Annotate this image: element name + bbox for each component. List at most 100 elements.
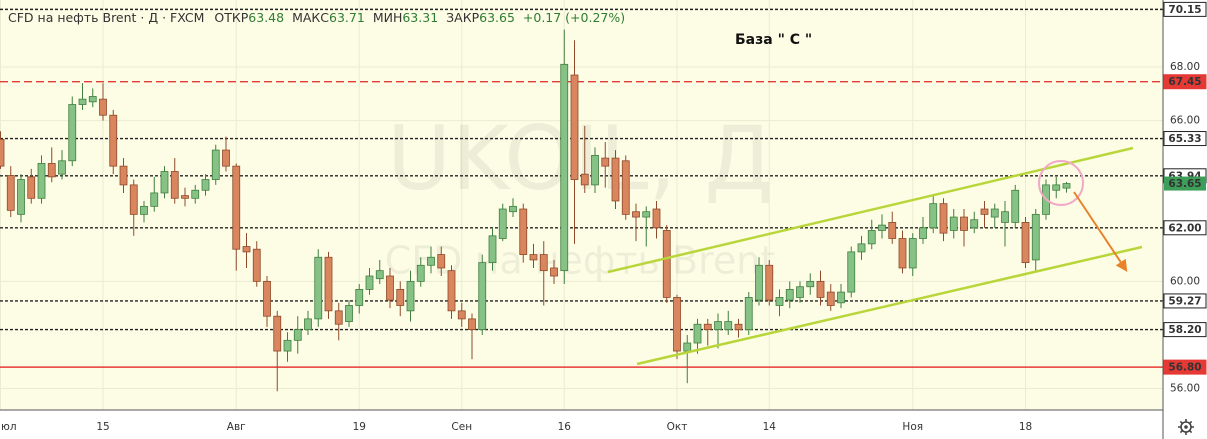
x-tick-label: Ноя bbox=[902, 421, 923, 433]
candle-body bbox=[796, 286, 804, 298]
candle-body bbox=[0, 138, 5, 167]
y-tick-label: 68.00 bbox=[1170, 61, 1200, 73]
candle-body bbox=[939, 203, 948, 234]
candle-body bbox=[980, 208, 989, 215]
candle-body bbox=[550, 267, 558, 277]
candle-body bbox=[263, 280, 271, 317]
low-value: 63.31 bbox=[402, 10, 438, 25]
candle-body bbox=[847, 251, 856, 293]
candle-body bbox=[58, 160, 66, 175]
candle-body bbox=[529, 254, 538, 261]
forecast-arrow bbox=[1073, 191, 1128, 272]
level-label: 65.33 bbox=[1168, 133, 1201, 145]
candle-body bbox=[642, 211, 651, 218]
candle-body bbox=[334, 310, 343, 325]
candle-body bbox=[498, 208, 507, 239]
candle-body bbox=[170, 171, 179, 199]
candle-body bbox=[304, 318, 312, 331]
last-price-label: 63.65 bbox=[1168, 178, 1201, 190]
candle-body bbox=[560, 63, 569, 272]
candle-body bbox=[324, 256, 333, 312]
level-label: 62.00 bbox=[1168, 222, 1201, 234]
candle-body bbox=[314, 256, 323, 320]
settings-icon[interactable] bbox=[1178, 419, 1194, 435]
candle-body bbox=[519, 208, 528, 255]
candle-body bbox=[6, 175, 15, 211]
candle-body bbox=[99, 98, 107, 116]
candle-body bbox=[293, 329, 302, 341]
level-label-box bbox=[1163, 293, 1207, 309]
candle-body bbox=[396, 289, 405, 306]
candle-body bbox=[714, 321, 722, 331]
candle-body bbox=[447, 270, 456, 312]
y-tick-label: 56.00 bbox=[1170, 383, 1200, 395]
candle-body bbox=[365, 275, 374, 290]
candle-body bbox=[27, 176, 36, 199]
candle-body bbox=[693, 323, 702, 344]
level-label-box bbox=[1163, 1, 1207, 17]
time-axis bbox=[0, 410, 1163, 439]
level-label: 58.20 bbox=[1168, 324, 1201, 336]
candle-body bbox=[755, 264, 763, 301]
candle-body bbox=[673, 297, 681, 352]
close-value: 63.65 bbox=[479, 10, 515, 25]
candle-body bbox=[478, 262, 487, 331]
x-tick-label: 16 bbox=[558, 421, 572, 433]
candle-body bbox=[509, 205, 517, 213]
candle-body bbox=[1031, 213, 1040, 261]
level-label-box bbox=[1163, 74, 1207, 90]
plot-background bbox=[0, 0, 1163, 410]
candle-body bbox=[826, 291, 835, 306]
open-label: ОТКР bbox=[214, 10, 248, 25]
high-label: МАКС bbox=[292, 10, 329, 25]
change: +0.17 (+0.27%) bbox=[523, 10, 625, 25]
candle-body bbox=[242, 246, 251, 253]
candle-body bbox=[109, 114, 118, 167]
candle-body bbox=[734, 323, 743, 331]
candle-body bbox=[160, 171, 169, 194]
x-tick-label: 18 bbox=[1019, 421, 1032, 433]
candle-body bbox=[703, 323, 712, 331]
candle-body bbox=[273, 315, 282, 352]
candle-body bbox=[386, 275, 394, 301]
level-label-box bbox=[1163, 220, 1207, 236]
candle-body bbox=[888, 222, 897, 239]
candle-body bbox=[437, 254, 446, 269]
candle-body bbox=[878, 224, 886, 231]
candle-body bbox=[222, 149, 230, 167]
x-tick-label: 15 bbox=[96, 421, 109, 433]
candle-body bbox=[416, 264, 425, 282]
candle-body bbox=[457, 310, 466, 320]
candle-body bbox=[816, 280, 825, 298]
y-tick-label: 66.00 bbox=[1170, 115, 1200, 127]
candle-body bbox=[488, 235, 497, 264]
candle-body bbox=[662, 230, 671, 298]
candle-body bbox=[621, 160, 630, 215]
level-label-box bbox=[1163, 359, 1207, 375]
open-value: 63.48 bbox=[248, 10, 284, 25]
candle-body bbox=[949, 216, 958, 231]
candle-body bbox=[150, 192, 159, 207]
header: CFD на нефть Brent · Д · FXCM ОТКР63.48 … bbox=[8, 10, 625, 25]
candle-body bbox=[191, 189, 200, 199]
candle-body bbox=[47, 163, 56, 178]
annotation: База " С " bbox=[735, 32, 812, 48]
candle-body bbox=[929, 203, 938, 229]
candle-body bbox=[990, 208, 999, 218]
x-tick-label: Окт bbox=[667, 421, 688, 433]
candle-body bbox=[960, 216, 968, 231]
x-tick-label: Авг bbox=[227, 421, 246, 433]
candle-body bbox=[375, 270, 384, 280]
candle-body bbox=[201, 179, 210, 191]
candle-body bbox=[570, 74, 579, 180]
candle-body bbox=[17, 179, 25, 215]
candle-body bbox=[970, 219, 979, 229]
level-label: 59.27 bbox=[1168, 295, 1201, 307]
level-label-box bbox=[1163, 131, 1207, 147]
level-label: 70.15 bbox=[1168, 4, 1201, 16]
title: CFD на нефть Brent · Д · FXCM bbox=[8, 10, 204, 25]
candle-body bbox=[785, 289, 794, 301]
candle-body bbox=[580, 173, 589, 186]
